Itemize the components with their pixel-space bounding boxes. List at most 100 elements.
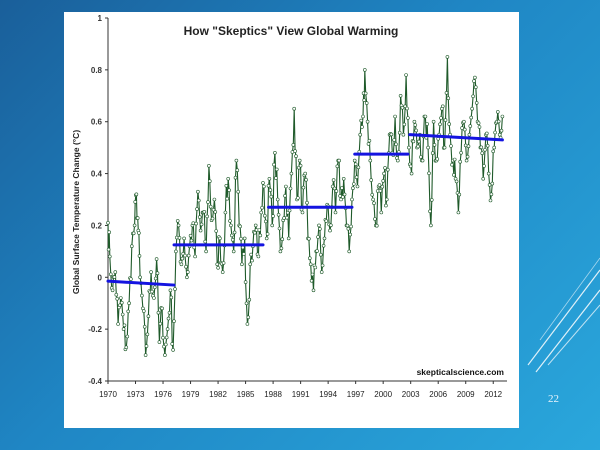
data-point <box>221 261 226 265</box>
data-point <box>194 221 198 226</box>
data-point <box>176 223 181 228</box>
data-point <box>198 228 203 233</box>
x-tick-label: 1979 <box>182 390 200 399</box>
data-point <box>283 194 287 198</box>
data-point <box>334 189 339 193</box>
data-point <box>385 167 390 172</box>
data-point <box>149 270 153 274</box>
data-point <box>411 139 416 144</box>
data-point <box>145 332 150 337</box>
data-point <box>440 104 445 109</box>
data-point <box>384 197 389 202</box>
data-point <box>379 210 384 215</box>
data-point <box>242 252 246 256</box>
data-point <box>423 114 428 119</box>
data-point <box>413 123 418 127</box>
data-point <box>278 249 283 254</box>
data-point <box>175 219 180 223</box>
data-point <box>266 184 271 188</box>
data-point <box>496 119 501 124</box>
data-point <box>177 236 182 240</box>
data-point <box>459 151 463 155</box>
data-point <box>261 181 265 185</box>
data-point <box>401 132 406 137</box>
data-point <box>193 254 197 259</box>
data-point <box>311 288 316 293</box>
x-tick-label: 1976 <box>154 390 172 399</box>
data-point <box>224 184 229 188</box>
x-tick-label: 1994 <box>319 390 337 399</box>
data-point <box>163 353 167 357</box>
data-point <box>240 262 244 267</box>
data-point <box>345 223 350 228</box>
data-point <box>329 223 333 228</box>
data-point <box>381 179 386 183</box>
data-point <box>207 164 211 168</box>
data-point <box>110 288 115 293</box>
data-point <box>317 223 321 228</box>
data-point <box>231 249 236 254</box>
data-point <box>284 184 288 189</box>
data-point <box>430 151 435 155</box>
data-point <box>291 143 296 147</box>
data-point <box>310 272 315 277</box>
data-point <box>429 198 434 202</box>
data-point <box>389 132 394 137</box>
data-point <box>340 195 345 199</box>
data-point <box>130 244 134 248</box>
data-point <box>287 208 292 213</box>
data-point <box>446 96 451 100</box>
data-point <box>239 236 243 241</box>
data-point <box>425 122 430 126</box>
data-point <box>361 114 365 119</box>
data-point <box>491 149 496 154</box>
data-point <box>142 324 147 329</box>
data-point <box>165 327 170 331</box>
data-point <box>303 171 307 176</box>
data-point <box>192 245 196 250</box>
data-point <box>370 193 375 197</box>
data-point <box>260 205 264 210</box>
data-point <box>269 194 274 199</box>
y-tick-labels: -0.4 -0.2 0 0.2 0.4 0.6 0.8 1 <box>88 14 102 386</box>
data-point <box>248 262 252 267</box>
trend-segment <box>106 279 176 287</box>
data-point <box>113 270 118 274</box>
data-point <box>186 253 191 258</box>
data-point <box>298 163 303 168</box>
data-point <box>308 262 313 267</box>
data-point <box>372 201 376 205</box>
data-point <box>445 55 450 59</box>
x-tick-label: 1985 <box>237 390 255 399</box>
data-point <box>229 223 233 228</box>
data-point <box>208 179 212 183</box>
data-point <box>449 144 453 148</box>
data-point <box>465 154 470 159</box>
y-tick-label: 0.8 <box>91 66 103 75</box>
data-point <box>473 75 477 80</box>
x-tick-label: 1970 <box>99 390 117 399</box>
data-point <box>267 177 272 181</box>
data-point <box>469 115 474 120</box>
data-point <box>467 132 472 137</box>
data-point <box>243 280 248 284</box>
data-point <box>171 348 175 352</box>
data-point <box>481 177 486 181</box>
data-point <box>236 189 240 194</box>
data-point <box>246 315 251 320</box>
data-point <box>360 125 364 129</box>
data-point <box>238 224 242 229</box>
data-point <box>131 231 136 236</box>
data-point <box>466 144 471 148</box>
data-point <box>233 175 238 180</box>
x-tick-label: 2003 <box>402 390 420 399</box>
y-tick-label: 1 <box>98 14 103 23</box>
data-point <box>402 122 407 127</box>
data-point <box>342 192 347 197</box>
data-point <box>215 262 219 267</box>
data-point <box>203 239 207 244</box>
data-point <box>230 238 235 242</box>
data-point <box>406 116 410 120</box>
trend-lines <box>106 133 504 287</box>
data-point <box>185 275 189 280</box>
